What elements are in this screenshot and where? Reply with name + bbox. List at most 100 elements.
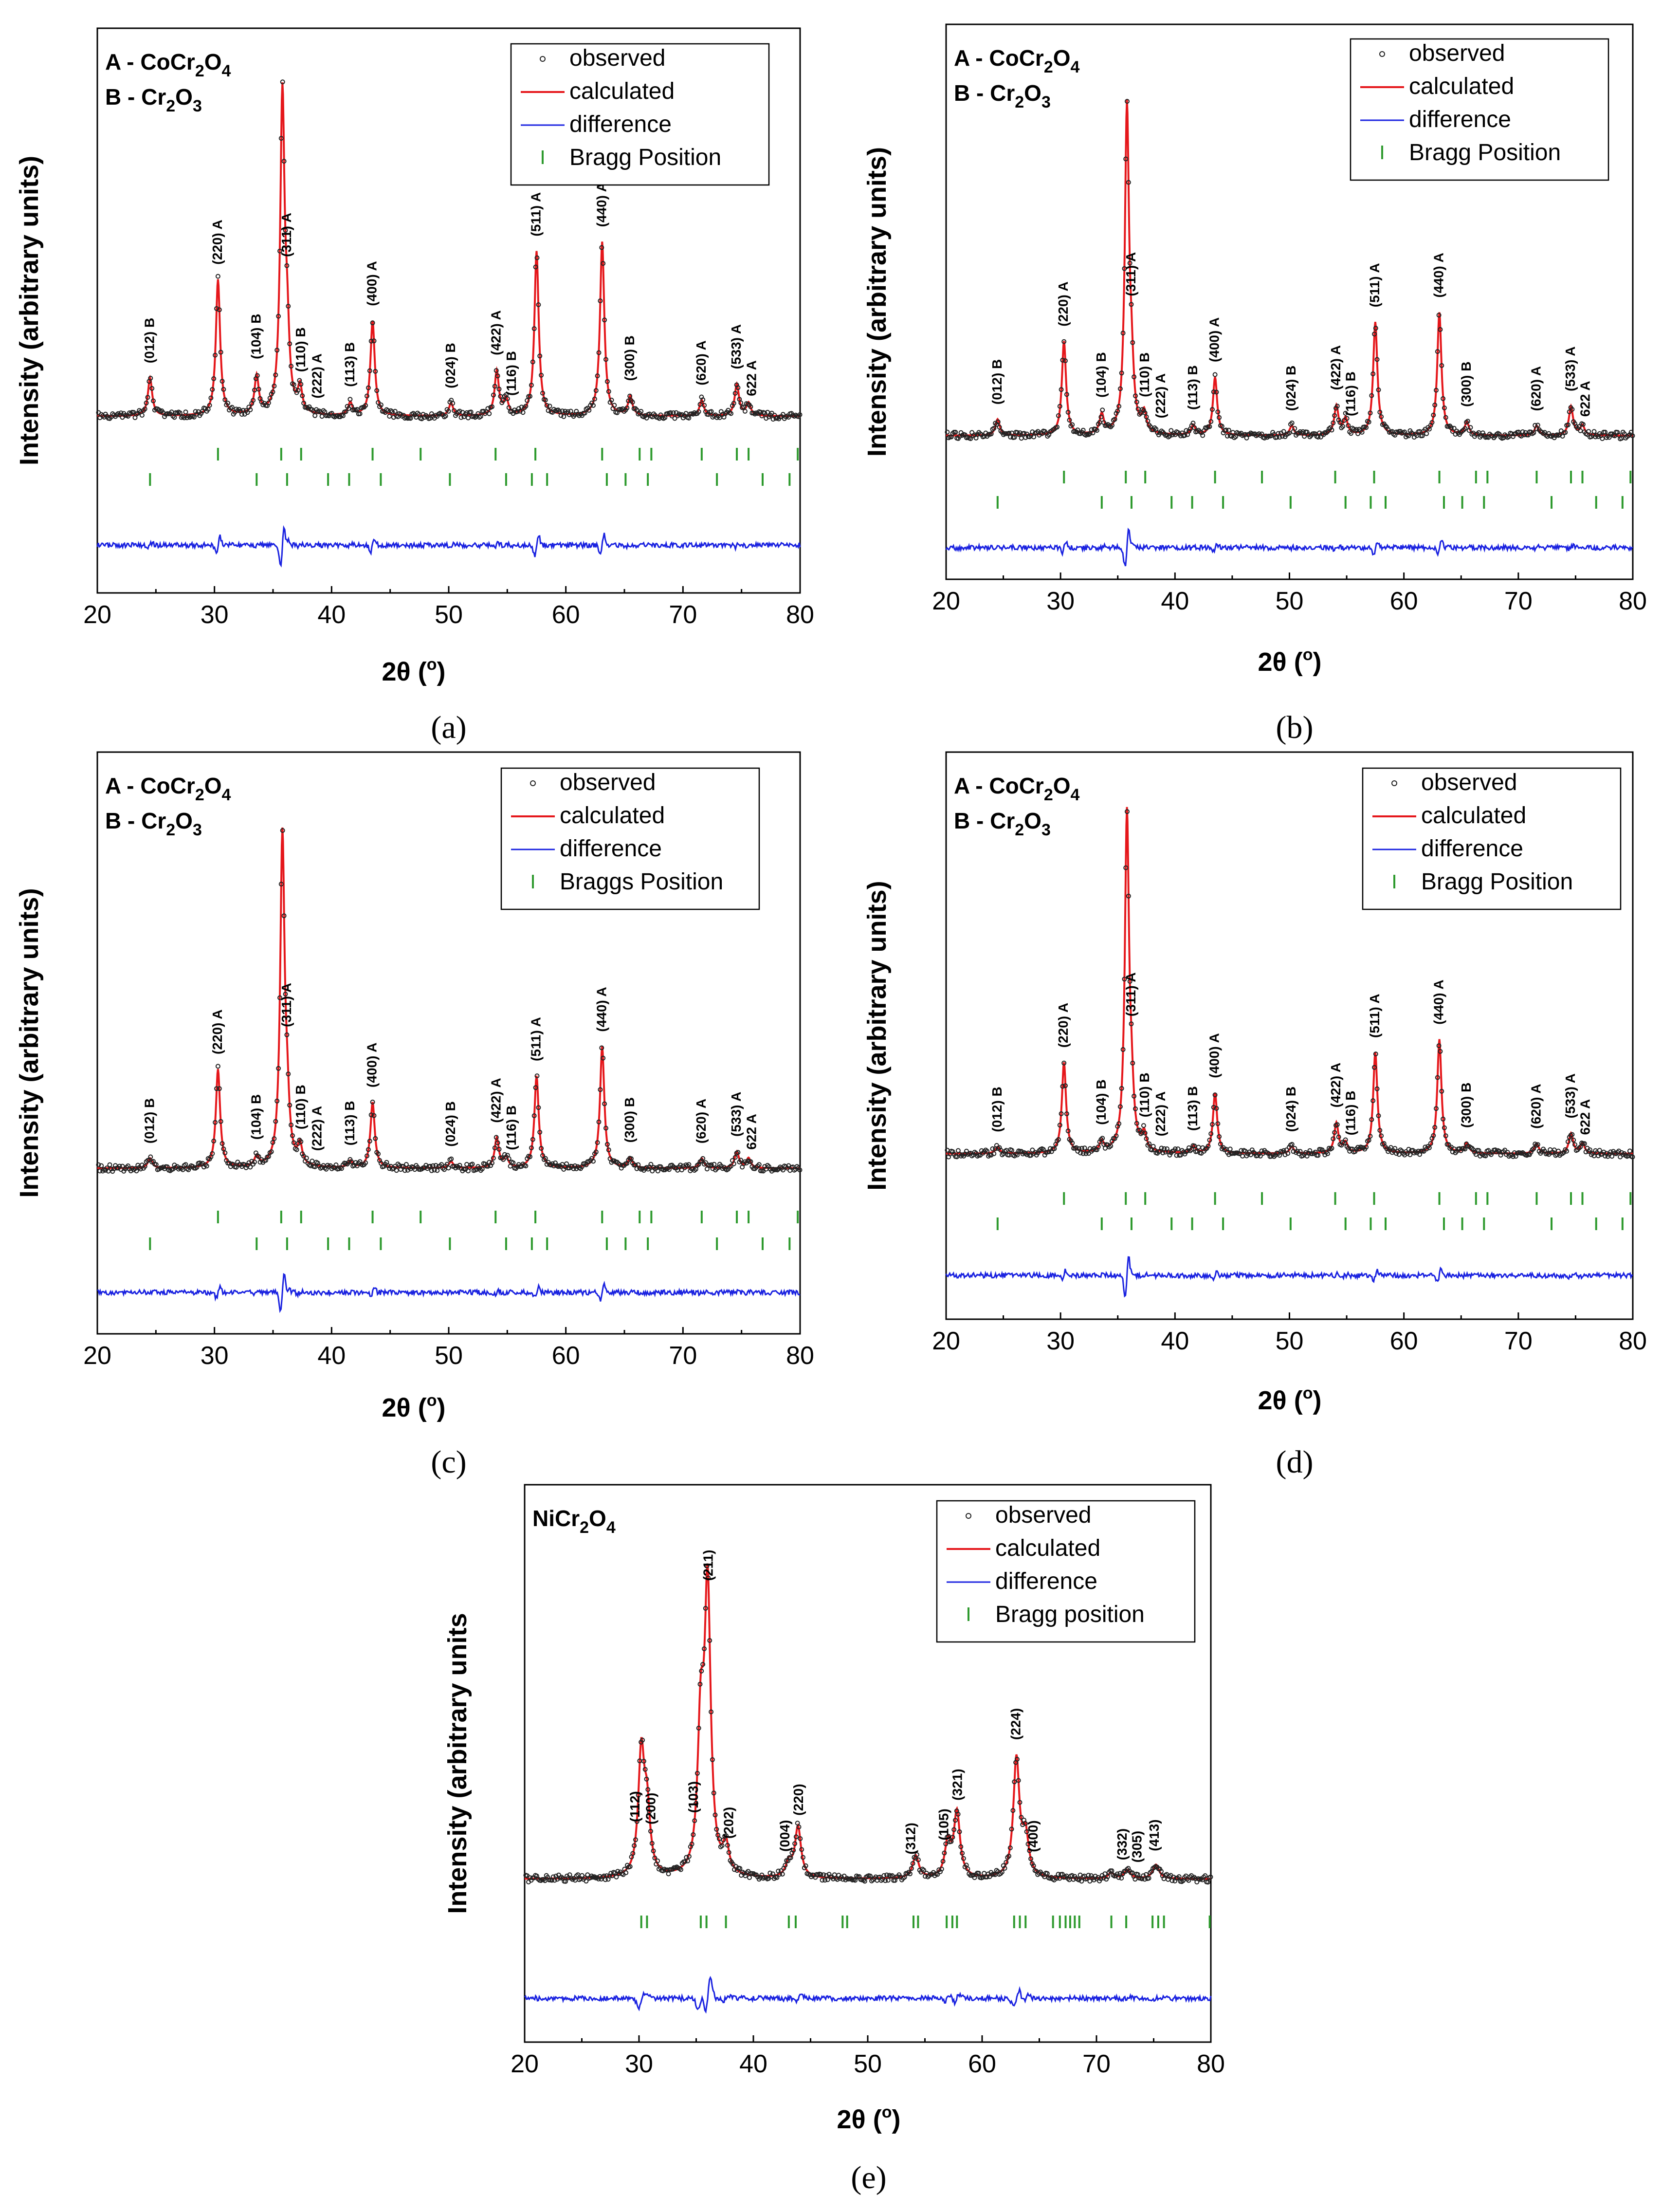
observed-point (1217, 415, 1222, 420)
observed-point (788, 1855, 793, 1861)
x-tick-label: 80 (786, 1342, 814, 1370)
peak-label: (012) B (142, 1098, 157, 1143)
observed-point (682, 1859, 688, 1864)
observed-point (686, 1162, 692, 1167)
observed-point (1328, 425, 1333, 430)
x-tick-label: 80 (786, 601, 814, 629)
legend-calculated-label: calculated (1421, 803, 1526, 829)
observed-point (142, 1164, 147, 1169)
observed-point (1420, 433, 1425, 439)
observed-point (1117, 386, 1123, 391)
observed-point (1297, 1149, 1303, 1154)
observed-point (780, 1871, 785, 1877)
observed-point (1191, 1875, 1197, 1880)
observed-point (1065, 409, 1071, 415)
observed-point (446, 1165, 451, 1171)
observed-point (603, 1125, 608, 1131)
observed-point (443, 413, 448, 419)
observed-point (1070, 1141, 1075, 1145)
observed-point (1377, 1128, 1383, 1133)
observed-point (357, 411, 363, 416)
observed-point (1064, 1111, 1069, 1116)
peak-label: (110) B (1137, 352, 1152, 397)
observed-point (564, 1161, 569, 1166)
observed-point (1570, 406, 1575, 412)
observed-point (731, 1161, 736, 1166)
observed-point (219, 1141, 225, 1146)
observed-point (596, 1119, 602, 1124)
peak-label: (116) B (1343, 1090, 1358, 1135)
observed-point (1006, 1853, 1011, 1859)
observed-point (1279, 434, 1285, 439)
observed-point (1368, 410, 1373, 416)
peak-label: (104) B (248, 314, 263, 359)
observed-point (533, 1085, 538, 1090)
peak-label: 622 A (1578, 1099, 1593, 1135)
y-axis-label: Intensity (arbitrary units) (862, 881, 892, 1190)
observed-point (732, 1155, 738, 1160)
legend-difference-label: difference (560, 836, 662, 862)
observed-point (1104, 1877, 1109, 1882)
observed-point (370, 320, 375, 326)
legend-observed-symbol (1379, 51, 1385, 57)
observed-point (599, 245, 604, 250)
observed-point (1014, 1756, 1020, 1762)
observed-point (1436, 313, 1442, 318)
panel-label: (d) (1276, 1444, 1314, 1480)
observed-point (546, 1160, 551, 1165)
x-axis-label: 2θ (o) (1258, 645, 1322, 677)
observed-point (495, 1140, 500, 1145)
observed-point (325, 1162, 330, 1168)
observed-point (862, 1879, 867, 1884)
observed-point (1114, 1133, 1119, 1139)
observed-point (1214, 1106, 1219, 1111)
observed-point (1101, 1875, 1106, 1880)
observed-point (374, 388, 380, 393)
observed-point (719, 1843, 725, 1848)
observed-point (1057, 1123, 1062, 1128)
observed-point (770, 1871, 775, 1877)
observed-point (1184, 428, 1189, 433)
observed-point (452, 408, 457, 413)
observed-point (1340, 424, 1346, 429)
observed-point (1087, 1879, 1093, 1884)
observed-point (1207, 1138, 1212, 1143)
observed-point (1122, 977, 1127, 982)
observed-point (145, 395, 150, 400)
observed-point (248, 1164, 253, 1170)
observed-point (1061, 339, 1067, 344)
legend-observed-label: observed (1409, 40, 1505, 66)
observed-point (1117, 1104, 1123, 1109)
peak-label: (440) A (594, 987, 609, 1032)
observed-point (1076, 1877, 1081, 1882)
peak-label: (311) A (279, 213, 294, 257)
observed-point (1122, 266, 1127, 271)
observed-point (1005, 1855, 1010, 1860)
observed-point (283, 992, 288, 997)
observed-point (1586, 429, 1591, 434)
observed-point (312, 413, 318, 418)
observed-point (741, 405, 746, 410)
observed-point (825, 1877, 830, 1882)
peak-label: (511) A (1367, 263, 1382, 307)
observed-point (191, 414, 197, 420)
observed-point (1055, 424, 1060, 430)
observed-point (428, 1163, 433, 1169)
observed-point (707, 1638, 712, 1643)
difference-curve (524, 1975, 1212, 2014)
observed-point (1511, 434, 1516, 439)
observed-point (1630, 1154, 1635, 1160)
observed-point (537, 1129, 543, 1135)
observed-point (1443, 415, 1448, 420)
peak-label: (440) A (1431, 253, 1446, 297)
observed-point (561, 414, 566, 419)
observed-point (797, 412, 803, 417)
observed-point (1332, 1130, 1337, 1135)
observed-point (1159, 1869, 1164, 1874)
observed-point (1054, 1876, 1059, 1881)
observed-point (99, 1163, 104, 1168)
observed-point (278, 882, 284, 887)
observed-point (319, 414, 325, 419)
observed-point (492, 384, 497, 389)
observed-point (798, 1836, 803, 1841)
